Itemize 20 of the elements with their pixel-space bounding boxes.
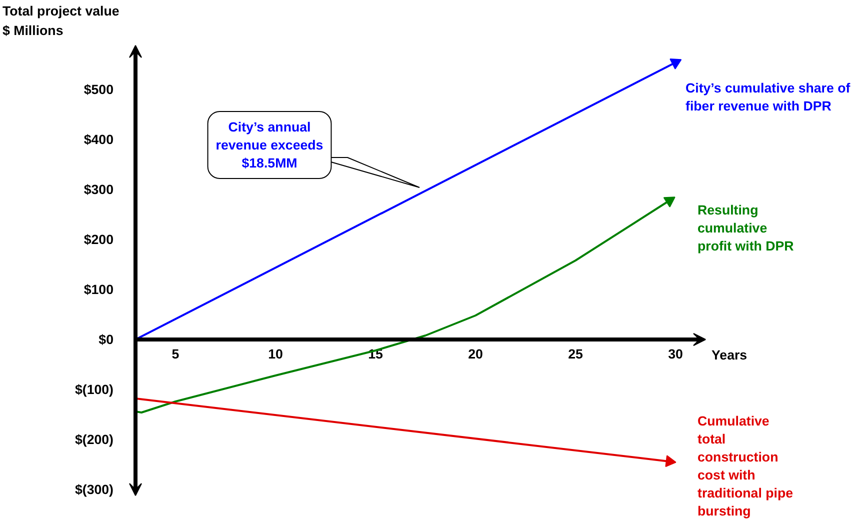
y-tick-label: $0 <box>98 332 114 347</box>
y-tick-label: $200 <box>84 232 114 247</box>
y-axis-title: Total project value $ Millions <box>2 4 120 38</box>
y-tick-label: $500 <box>84 82 114 97</box>
x-tick-label: 10 <box>268 346 283 362</box>
x-tick-label: 25 <box>568 346 584 362</box>
y-tick-label: $400 <box>84 132 114 147</box>
x-axis-title: Years <box>712 348 748 362</box>
y-tick-label: $300 <box>84 182 114 197</box>
series-label: City’s cumulative share of fiber revenue with DPR <box>686 80 851 114</box>
y-tick-label: $(200) <box>74 432 114 447</box>
y-tick-label: $(300) <box>74 482 114 497</box>
y-tick-label: $100 <box>84 282 114 297</box>
x-tick-label: 20 <box>468 346 483 362</box>
annotation: City’s annual revenue exceeds $18.5MM <box>216 120 324 170</box>
x-tick-label: 30 <box>668 346 683 362</box>
series-label: Resulting cumulative profit with DPR <box>698 202 794 254</box>
series-label: Cumulative total construction cost with traditional pipe bursting <box>698 414 794 518</box>
y-tick-label: $(100) <box>74 382 114 397</box>
x-tick-label: 5 <box>172 346 180 362</box>
